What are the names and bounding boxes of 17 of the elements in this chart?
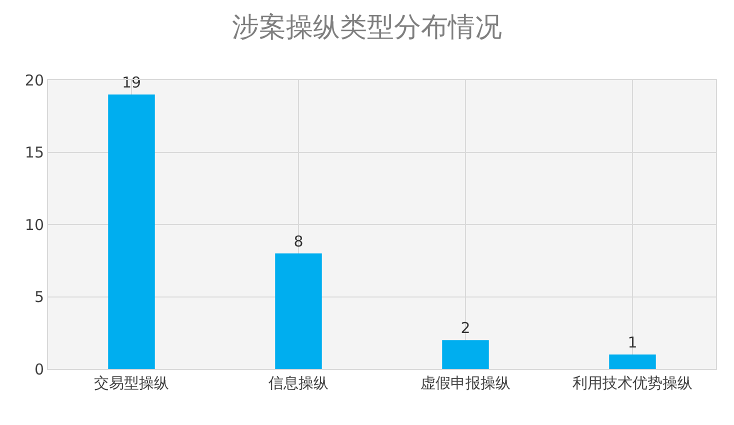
x-tick-label: 交易型操纵 (94, 374, 169, 392)
y-tick-label: 10 (24, 216, 44, 234)
y-tick-label: 20 (24, 71, 44, 90)
bar (275, 253, 322, 369)
y-tick-label: 0 (34, 360, 44, 378)
y-tick-label: 15 (24, 144, 44, 162)
bar (108, 94, 155, 369)
chart-title: 涉案操纵类型分布情况 (232, 12, 502, 43)
data-label: 2 (460, 319, 470, 338)
x-tick-label: 虚假申报操纵 (420, 374, 510, 392)
y-tick-label: 5 (34, 288, 44, 306)
x-tick-label: 信息操纵 (268, 374, 328, 392)
x-tick-label: 利用技术优势操纵 (572, 374, 692, 392)
data-label: 8 (294, 232, 304, 250)
bar (609, 354, 656, 369)
bar (442, 340, 489, 369)
data-label: 1 (628, 334, 638, 352)
